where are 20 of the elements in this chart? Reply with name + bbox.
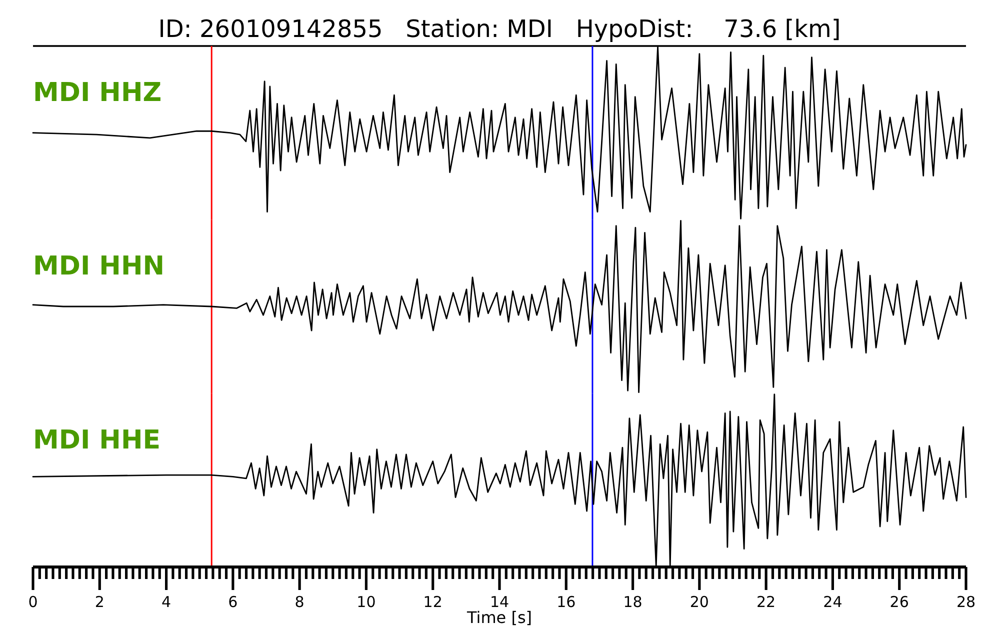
x-tick-label: 18: [623, 593, 642, 611]
x-tick-label: 0: [28, 593, 38, 611]
x-tick-label: 20: [690, 593, 709, 611]
x-tick-label: 14: [490, 593, 510, 611]
x-tick-label: 26: [890, 593, 909, 611]
series-label: MDI HHE: [33, 425, 160, 456]
x-tick-label: 10: [356, 593, 376, 611]
x-tick-label: 22: [756, 593, 776, 611]
chart-title: ID: 260109142855 Station: MDI HypoDist: 73.6 [km]: [158, 15, 841, 43]
x-tick-label: 4: [162, 593, 172, 611]
x-tick-label: 8: [294, 593, 304, 611]
x-tick-label: 28: [956, 593, 976, 611]
x-tick-label: 12: [423, 593, 442, 611]
x-tick-label: 2: [94, 593, 104, 611]
series-label: MDI HHN: [33, 252, 164, 282]
x-axis-title: Time [s]: [466, 608, 532, 627]
series-label: MDI HHZ: [33, 78, 162, 108]
x-tick-label: 6: [228, 593, 238, 611]
x-tick-label: 16: [556, 593, 576, 611]
x-tick-label: 24: [823, 593, 842, 611]
